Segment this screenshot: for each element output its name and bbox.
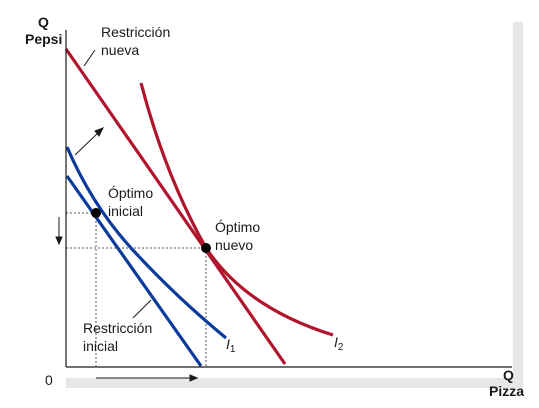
initial-optimum-label-line1: Óptimo xyxy=(108,185,154,201)
initial-constraint-label-line1: Restricción xyxy=(83,320,153,336)
shift-arrows xyxy=(55,127,199,382)
curve-i2-letter: I xyxy=(334,334,338,350)
x-axis-label-q: Q xyxy=(503,367,514,383)
y-axis-label-q: Q xyxy=(38,14,49,30)
initial-constraint-pointer xyxy=(132,299,152,319)
initial-optimum-point xyxy=(91,208,101,218)
curve-i1-index: 1 xyxy=(229,344,236,355)
curve-i2-index: 2 xyxy=(337,342,344,353)
initial-constraint-label-line2: inicial xyxy=(83,338,119,354)
new-optimum-point xyxy=(201,243,211,253)
origin-label: 0 xyxy=(45,372,53,388)
outward-shift-arrow xyxy=(74,131,100,156)
panel-shadow-bottom xyxy=(66,378,523,388)
curve-i2-label: I2 xyxy=(334,334,343,356)
curve-i1-label: I1 xyxy=(226,336,235,358)
new-constraint-label-line1: Restricción xyxy=(101,24,171,40)
pizza-increase-arrowhead xyxy=(189,374,199,382)
new-constraint-label-line2: nueva xyxy=(101,42,140,58)
indifference-curve-i1 xyxy=(65,146,228,340)
new-optimum-label-line1: Óptimo xyxy=(215,219,261,235)
new-constraint-line xyxy=(64,48,287,365)
new-optimum-label-line2: nuevo xyxy=(215,237,254,253)
initial-constraint-line xyxy=(65,175,203,367)
outward-shift-arrowhead xyxy=(94,127,105,137)
initial-optimum-label-line2: inicial xyxy=(108,203,144,219)
new-constraint-pointer xyxy=(83,49,96,67)
curve-i1-letter: I xyxy=(226,336,230,352)
x-axis-label-pizza: Pizza xyxy=(489,383,525,399)
y-axis-label-pepsi: Pepsi xyxy=(25,31,63,47)
panel-shadow-right xyxy=(513,22,523,388)
pepsi-decrease-arrowhead xyxy=(55,236,63,246)
